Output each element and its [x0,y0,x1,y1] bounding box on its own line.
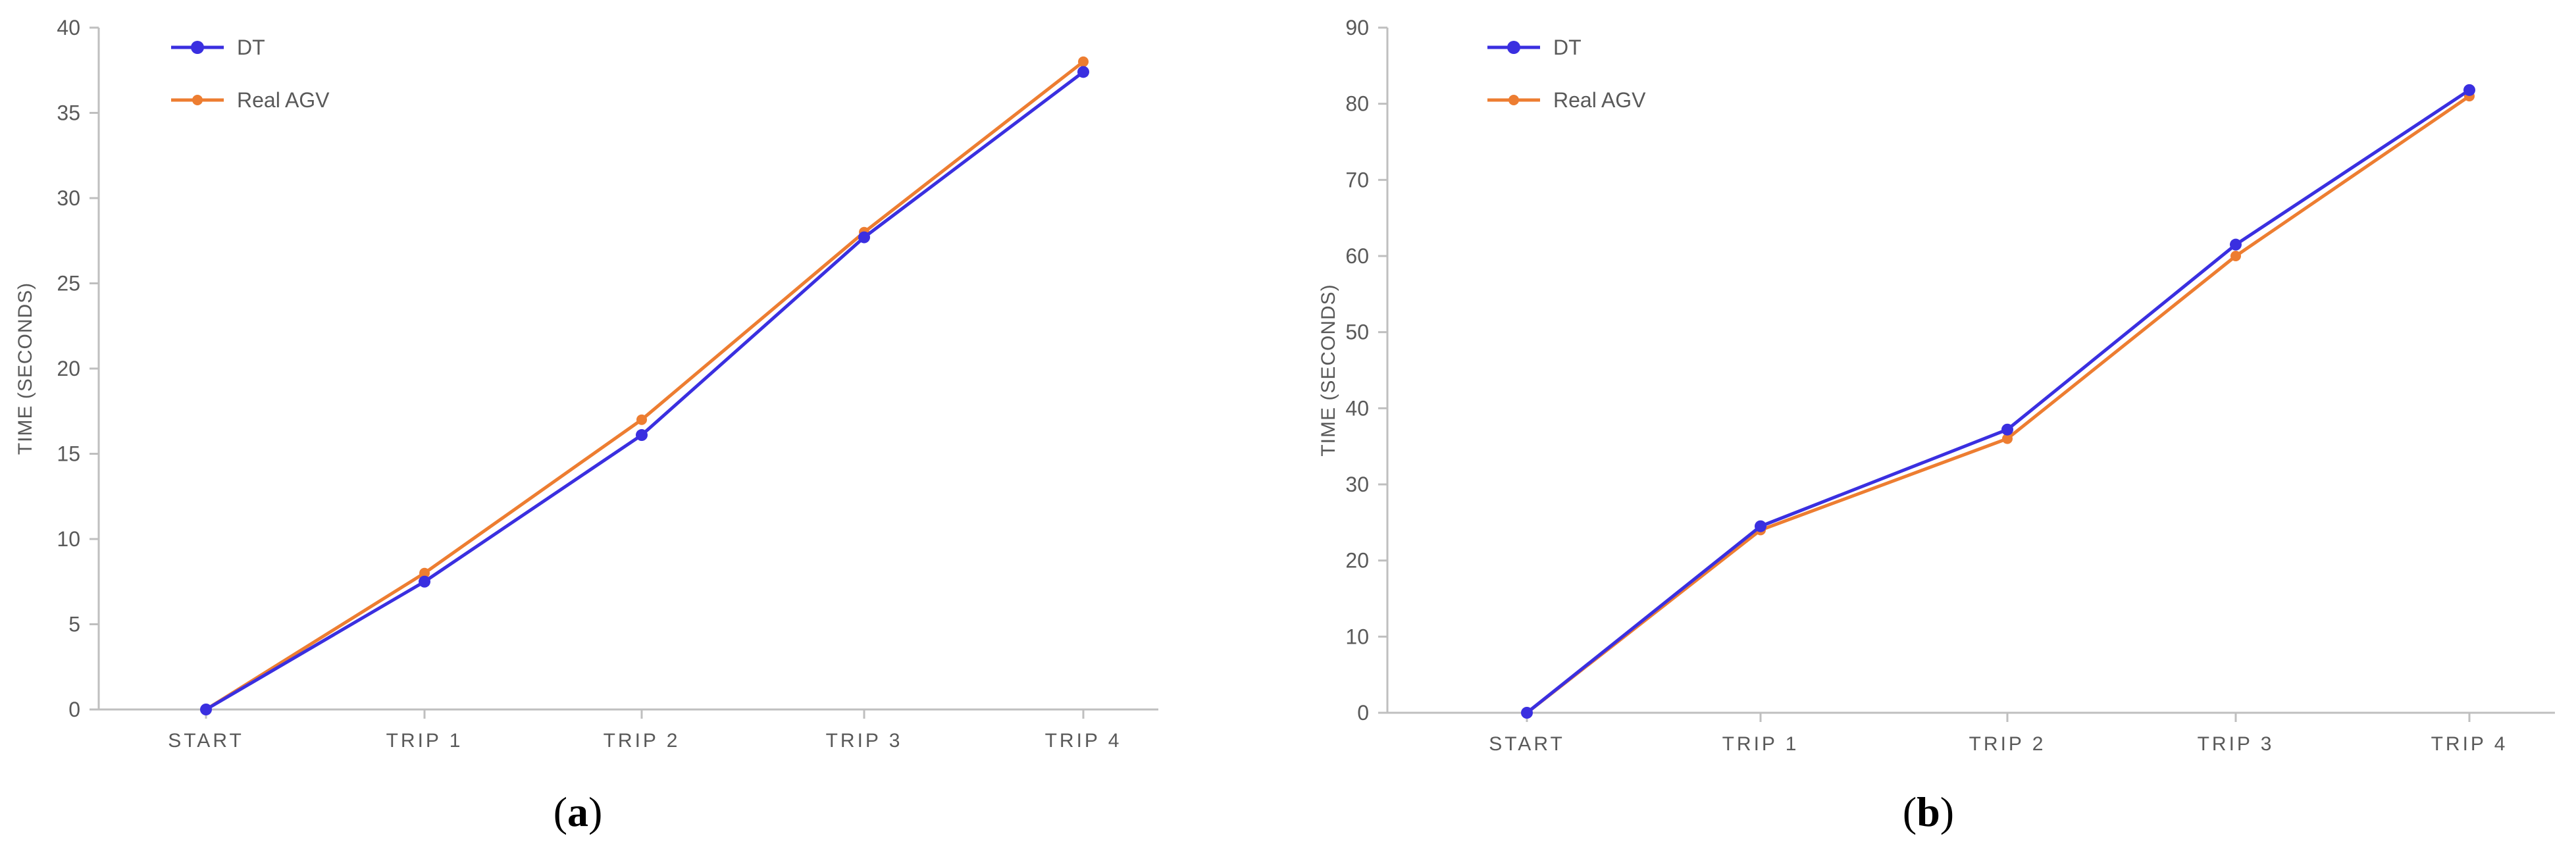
y-tick-label: 40 [1345,396,1369,420]
y-tick-label: 0 [68,698,80,721]
data-point [1077,66,1089,78]
legend-label: Real AGV [237,88,330,112]
legend: DT Real AGV [171,36,330,112]
data-point [419,567,430,579]
panel-label: (b) [1903,788,1954,835]
panel-label-part: ( [1903,788,1917,835]
data-point [419,575,430,588]
series-dt [1521,84,2475,719]
x-category-label: TRIP 1 [386,730,463,752]
y-tick-label: 25 [57,272,80,296]
panel-label-part: ) [1940,788,1954,835]
legend-label: DT [1553,36,1582,59]
y-tick-label: 10 [57,527,80,551]
legend-marker [1507,41,1520,54]
y-tick-label: 10 [1345,625,1369,648]
legend-item-dt: DT [1487,36,1582,59]
x-category-label: TRIP 1 [1722,733,1799,755]
data-point [1078,56,1089,67]
y-tick-label: 40 [57,16,80,39]
series-dt [200,66,1089,715]
series-line [205,70,1085,711]
x-category-label: TRIP 2 [604,730,681,752]
data-point [2230,251,2241,261]
y-tick-label: 30 [57,186,80,210]
data-point [2463,84,2475,96]
series-real-agv [1522,91,2475,718]
chart-panel-a: 0 5 10 15 20 25 30 35 40 START TRIP 1 TRIP 2 TRIP 3 T… [14,16,1158,835]
y-tick-label: 5 [68,613,80,636]
panel-label-part: b [1917,788,1940,835]
y-tick-label: 15 [57,442,80,466]
y-axis-title: TIME (SECONDS) [14,282,36,455]
data-point [1521,707,1533,719]
panel-label-part: ( [554,788,567,835]
legend-label: DT [237,36,265,59]
series-line [205,60,1085,711]
y-tick-label: 20 [1345,549,1369,573]
y-tick-label: 50 [1345,321,1369,344]
chart-panel-b: 0 10 20 30 40 50 60 70 80 90 START TRIP 1 TRIP 2 TRIP… [1318,16,2555,835]
data-point [2001,423,2013,436]
series-line [1526,88,2471,714]
series-line [1526,95,2471,714]
x-category-label: TRIP 2 [1969,733,2046,755]
y-tick-label: 20 [57,357,80,380]
legend-item-real-agv: Real AGV [171,88,330,112]
data-point [2230,238,2242,251]
legend: DT Real AGV [1487,36,1646,112]
series-real-agv [201,56,1089,715]
y-tick-label: 90 [1345,16,1369,39]
x-category-label: START [168,730,244,752]
y-axis-title: TIME (SECONDS) [1318,284,1339,456]
legend-marker [192,95,203,105]
x-category-label: TRIP 3 [826,730,903,752]
data-point [636,429,648,442]
y-tick-label: 0 [1357,701,1369,725]
panel-label-part: a [567,788,588,835]
legend-marker [1508,95,1519,105]
data-point [636,414,647,425]
x-category-label: TRIP 3 [2198,733,2275,755]
legend-label: Real AGV [1553,88,1646,112]
panel-label-part: ) [588,788,602,835]
data-point [1755,520,1766,532]
legend-item-real-agv: Real AGV [1487,88,1646,112]
data-point [858,231,870,244]
panel-label: (a) [554,788,603,835]
data-point [200,704,212,715]
y-tick-label: 60 [1345,244,1369,268]
y-tick-label: 80 [1345,92,1369,116]
y-tick-label: 70 [1345,168,1369,192]
x-category-label: TRIP 4 [1045,730,1122,752]
y-tick-label: 35 [57,101,80,125]
y-tick-label: 30 [1345,473,1369,496]
legend-marker [191,41,204,54]
x-category-label: TRIP 4 [2431,733,2508,755]
data-point [2002,433,2013,444]
x-category-label: START [1489,733,1565,755]
legend-item-dt: DT [171,36,265,59]
